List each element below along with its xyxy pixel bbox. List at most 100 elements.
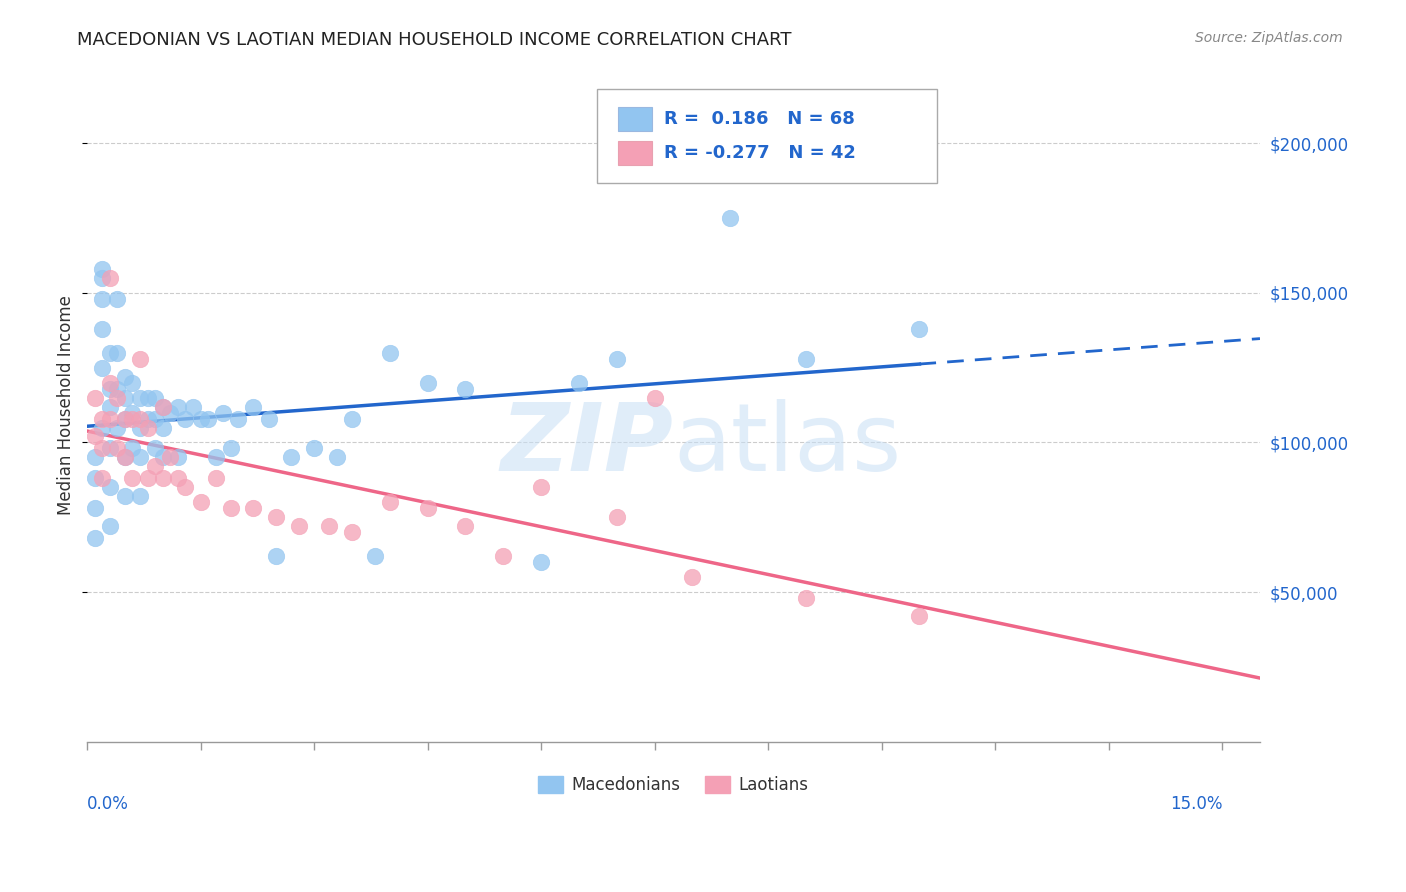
Point xyxy=(326,450,349,465)
Point xyxy=(606,351,628,366)
Point xyxy=(98,480,121,494)
Y-axis label: Median Household Income: Median Household Income xyxy=(58,295,75,515)
Point xyxy=(197,411,219,425)
Point xyxy=(318,519,340,533)
Point xyxy=(340,411,363,425)
Point xyxy=(340,525,363,540)
Point xyxy=(114,391,136,405)
Point xyxy=(204,471,226,485)
Point xyxy=(152,450,174,465)
Point xyxy=(91,322,114,336)
Point xyxy=(568,376,591,390)
Point xyxy=(143,391,166,405)
Point xyxy=(159,405,181,419)
Point xyxy=(143,459,166,474)
Point xyxy=(105,391,128,405)
Point xyxy=(129,411,152,425)
Point xyxy=(908,609,931,624)
Point xyxy=(98,400,121,414)
Point xyxy=(114,450,136,465)
Point xyxy=(129,351,152,366)
Point xyxy=(166,400,188,414)
Point xyxy=(136,420,159,434)
Point xyxy=(105,382,128,396)
Point xyxy=(718,211,741,226)
Point xyxy=(264,549,287,563)
Point xyxy=(114,450,136,465)
Point xyxy=(363,549,385,563)
Point xyxy=(492,549,515,563)
Point xyxy=(114,411,136,425)
Point xyxy=(83,531,105,545)
Text: atlas: atlas xyxy=(673,400,901,491)
Point xyxy=(794,351,817,366)
Point xyxy=(242,400,264,414)
Point xyxy=(91,262,114,277)
Point xyxy=(152,471,174,485)
Point xyxy=(83,450,105,465)
Point xyxy=(98,345,121,359)
Point xyxy=(257,411,280,425)
Point xyxy=(121,471,143,485)
Point xyxy=(530,480,553,494)
Point xyxy=(121,442,143,456)
Point xyxy=(136,391,159,405)
Point xyxy=(228,411,250,425)
Point xyxy=(378,345,401,359)
Point xyxy=(908,322,931,336)
Point xyxy=(152,400,174,414)
Point xyxy=(83,391,105,405)
Text: R = -0.277   N = 42: R = -0.277 N = 42 xyxy=(664,144,856,161)
Point xyxy=(98,271,121,285)
Text: 0.0%: 0.0% xyxy=(87,796,129,814)
Text: Source: ZipAtlas.com: Source: ZipAtlas.com xyxy=(1195,31,1343,45)
FancyBboxPatch shape xyxy=(598,88,938,183)
Point xyxy=(280,450,302,465)
Point xyxy=(174,411,197,425)
Text: ZIP: ZIP xyxy=(501,400,673,491)
Point xyxy=(91,411,114,425)
Point xyxy=(98,411,121,425)
Point xyxy=(159,450,181,465)
Point xyxy=(606,510,628,524)
Point xyxy=(152,420,174,434)
Point xyxy=(91,471,114,485)
FancyBboxPatch shape xyxy=(619,107,652,131)
Point xyxy=(454,382,477,396)
Point xyxy=(98,382,121,396)
Point xyxy=(794,591,817,605)
Point xyxy=(91,420,114,434)
Point xyxy=(152,400,174,414)
Point xyxy=(91,360,114,375)
Point xyxy=(143,442,166,456)
Point xyxy=(105,442,128,456)
Point xyxy=(530,555,553,569)
Point xyxy=(454,519,477,533)
Point xyxy=(174,480,197,494)
Point xyxy=(219,501,242,516)
Point xyxy=(136,411,159,425)
Point xyxy=(105,420,128,434)
Point xyxy=(129,391,152,405)
Point xyxy=(166,471,188,485)
Point xyxy=(212,405,235,419)
Point xyxy=(105,292,128,306)
Point xyxy=(98,376,121,390)
Point xyxy=(114,411,136,425)
Point xyxy=(264,510,287,524)
Point xyxy=(644,391,666,405)
Point xyxy=(129,420,152,434)
Point xyxy=(129,489,152,503)
Point xyxy=(219,442,242,456)
Point xyxy=(136,471,159,485)
Point xyxy=(416,501,439,516)
Point xyxy=(121,376,143,390)
Point xyxy=(91,442,114,456)
Point xyxy=(83,429,105,443)
Point xyxy=(121,411,143,425)
Point xyxy=(121,405,143,419)
Point xyxy=(302,442,325,456)
Point xyxy=(105,345,128,359)
Point xyxy=(91,292,114,306)
Point xyxy=(204,450,226,465)
